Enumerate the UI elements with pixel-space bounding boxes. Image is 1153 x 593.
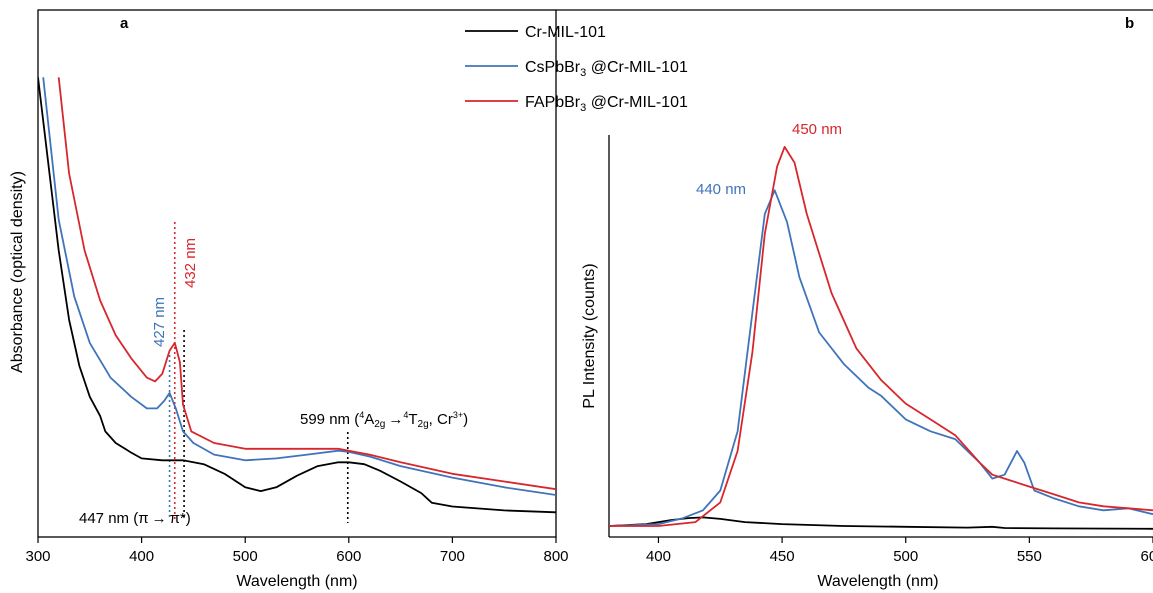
panel-a-x-ticks: 300 400 500 600 700 800 (25, 537, 569, 565)
series-line-fapbbr3-cr-mil-101 (57, 77, 556, 491)
series-line-cr-mil-101 (38, 77, 556, 514)
x-tick-label: 800 (543, 548, 568, 565)
x-tick-label: 550 (1017, 548, 1042, 565)
panel-b-peak-label-450: 450 nm (792, 121, 842, 138)
legend-entry: CsPbBr3 @Cr-MIL-101 (525, 59, 688, 79)
panel-b-series (609, 145, 1153, 530)
panel-a-xlabel: Wavelength (nm) (236, 573, 357, 590)
panel-b-label: b (1125, 15, 1134, 32)
panel-a-label: a (120, 15, 129, 32)
panel-b-peak-label-440: 440 nm (696, 181, 746, 198)
legend-entry: FAPbBr3 @Cr-MIL-101 (525, 94, 688, 114)
panel-b-xlabel: Wavelength (nm) (817, 573, 938, 590)
x-tick-label: 450 (770, 548, 795, 565)
panel-b: b 400 450 500 550 600 Wavelength (nm) PL Int… (556, 9, 1153, 590)
series-line-fapbbr3-cr-mil-101 (609, 145, 1153, 527)
x-tick-label: 600 (336, 548, 361, 565)
legend: Cr-MIL-101 CsPbBr3 @Cr-MIL-101 FAPbBr3 @Cr… (465, 24, 688, 114)
x-tick-label: 500 (893, 548, 918, 565)
panel-a-peak-label-427: 427 nm (151, 297, 168, 347)
series-line-cspbbr3-cr-mil-101 (609, 189, 1153, 527)
panel-a-series (38, 77, 556, 514)
panel-a-frame (37, 9, 557, 538)
series-line-cspbbr3-cr-mil-101 (42, 77, 556, 496)
x-tick-label: 700 (440, 548, 465, 565)
x-tick-label: 300 (25, 548, 50, 565)
panel-a-peak-label-432: 432 nm (182, 238, 199, 288)
panel-a: a 300 400 500 600 700 800 Wavelength (nm) Abs… (9, 9, 569, 590)
panel-b-x-ticks: 400 450 500 550 600 (646, 537, 1153, 565)
legend-entry: Cr-MIL-101 (525, 24, 606, 41)
panel-a-ylabel: Absorbance (optical density) (9, 171, 26, 373)
panel-a-599-label: 599 nm (4A2g →4T2g, Cr3+) (300, 410, 468, 430)
x-tick-label: 400 (129, 548, 154, 565)
panel-b-ylabel: PL Intensity (counts) (581, 263, 598, 408)
panel-a-marker-lines (168, 222, 349, 523)
x-tick-label: 600 (1140, 548, 1153, 565)
x-tick-label: 500 (233, 548, 258, 565)
x-tick-label: 400 (646, 548, 671, 565)
panel-a-447-label: 447 nm (π → π*) (79, 510, 191, 527)
